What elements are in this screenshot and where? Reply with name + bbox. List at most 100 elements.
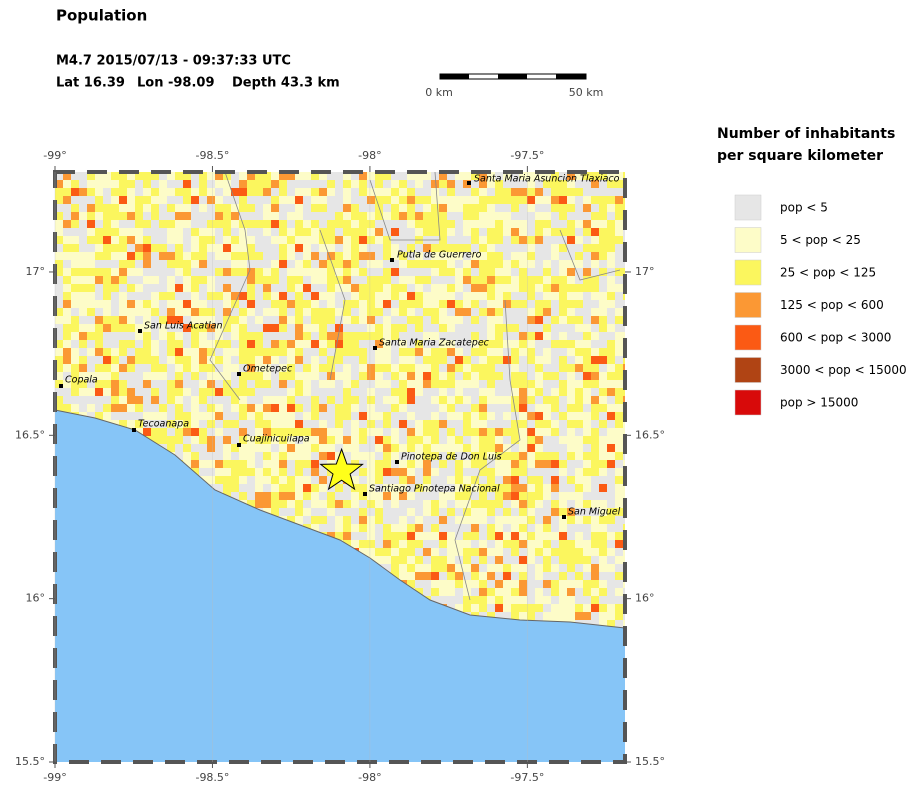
raster-cell [503, 564, 511, 572]
raster-cell [279, 348, 287, 356]
raster-cell [615, 412, 623, 420]
raster-cell [463, 356, 471, 364]
raster-cell [151, 356, 159, 364]
raster-cell [151, 236, 159, 244]
raster-cell [239, 204, 247, 212]
raster-cell [599, 548, 607, 556]
raster-cell [503, 292, 511, 300]
raster-cell [175, 388, 183, 396]
raster-cell [383, 220, 391, 228]
raster-cell [407, 228, 415, 236]
raster-cell [271, 276, 279, 284]
raster-cell [359, 476, 367, 484]
raster-cell [399, 468, 407, 476]
raster-cell [159, 244, 167, 252]
raster-cell [463, 244, 471, 252]
raster-cell [623, 356, 625, 364]
raster-cell [103, 276, 111, 284]
raster-cell [199, 284, 207, 292]
raster-cell [215, 260, 223, 268]
raster-cell [455, 188, 463, 196]
raster-cell [463, 372, 471, 380]
raster-cell [279, 260, 287, 268]
raster-cell [391, 324, 399, 332]
raster-cell [327, 492, 335, 500]
raster-cell [311, 292, 319, 300]
raster-cell [503, 380, 511, 388]
raster-cell [567, 548, 575, 556]
raster-cell [399, 364, 407, 372]
raster-cell [431, 484, 439, 492]
raster-cell [239, 460, 247, 468]
raster-cell [247, 244, 255, 252]
raster-cell [447, 420, 455, 428]
raster-cell [71, 188, 79, 196]
raster-cell [327, 220, 335, 228]
raster-cell [623, 516, 625, 524]
raster-cell [591, 396, 599, 404]
raster-cell [375, 420, 383, 428]
raster-cell [127, 292, 135, 300]
raster-cell [287, 364, 295, 372]
scale-start: 0 km [425, 86, 453, 99]
raster-cell [119, 420, 127, 428]
raster-cell [319, 188, 327, 196]
raster-cell [127, 252, 135, 260]
raster-cell [215, 292, 223, 300]
raster-cell [535, 308, 543, 316]
raster-cell [399, 380, 407, 388]
raster-cell [135, 420, 143, 428]
raster-cell [303, 500, 311, 508]
raster-cell [175, 292, 183, 300]
raster-cell [511, 172, 519, 180]
raster-cell [615, 564, 623, 572]
raster-cell [535, 292, 543, 300]
raster-cell [359, 388, 367, 396]
raster-cell [487, 188, 495, 196]
raster-cell [615, 244, 623, 252]
raster-cell [399, 172, 407, 180]
raster-cell [439, 348, 447, 356]
raster-cell [567, 572, 575, 580]
raster-cell [239, 252, 247, 260]
raster-cell [183, 180, 191, 188]
raster-cell [407, 180, 415, 188]
raster-cell [535, 452, 543, 460]
raster-cell [551, 356, 559, 364]
raster-cell [87, 196, 95, 204]
raster-cell [287, 300, 295, 308]
raster-cell [359, 188, 367, 196]
raster-cell [335, 196, 343, 204]
raster-cell [143, 356, 151, 364]
raster-cell [303, 396, 311, 404]
raster-cell [191, 428, 199, 436]
raster-cell [615, 196, 623, 204]
raster-cell [295, 404, 303, 412]
raster-cell [423, 284, 431, 292]
raster-cell [487, 364, 495, 372]
raster-cell [175, 324, 183, 332]
raster-cell [527, 316, 535, 324]
raster-cell [255, 436, 263, 444]
raster-cell [591, 324, 599, 332]
raster-cell [319, 508, 327, 516]
raster-cell [575, 268, 583, 276]
event-depth: Depth 43.3 km [232, 76, 340, 91]
raster-cell [319, 412, 327, 420]
raster-cell [351, 380, 359, 388]
raster-cell [503, 572, 511, 580]
raster-cell [431, 516, 439, 524]
raster-cell [599, 420, 607, 428]
raster-cell [231, 340, 239, 348]
raster-cell [271, 404, 279, 412]
raster-cell [511, 428, 519, 436]
raster-cell [327, 284, 335, 292]
raster-cell [335, 404, 343, 412]
raster-cell [303, 492, 311, 500]
raster-cell [527, 596, 535, 604]
raster-cell [279, 252, 287, 260]
raster-cell [599, 332, 607, 340]
raster-cell [135, 172, 143, 180]
raster-cell [399, 212, 407, 220]
raster-cell [415, 476, 423, 484]
